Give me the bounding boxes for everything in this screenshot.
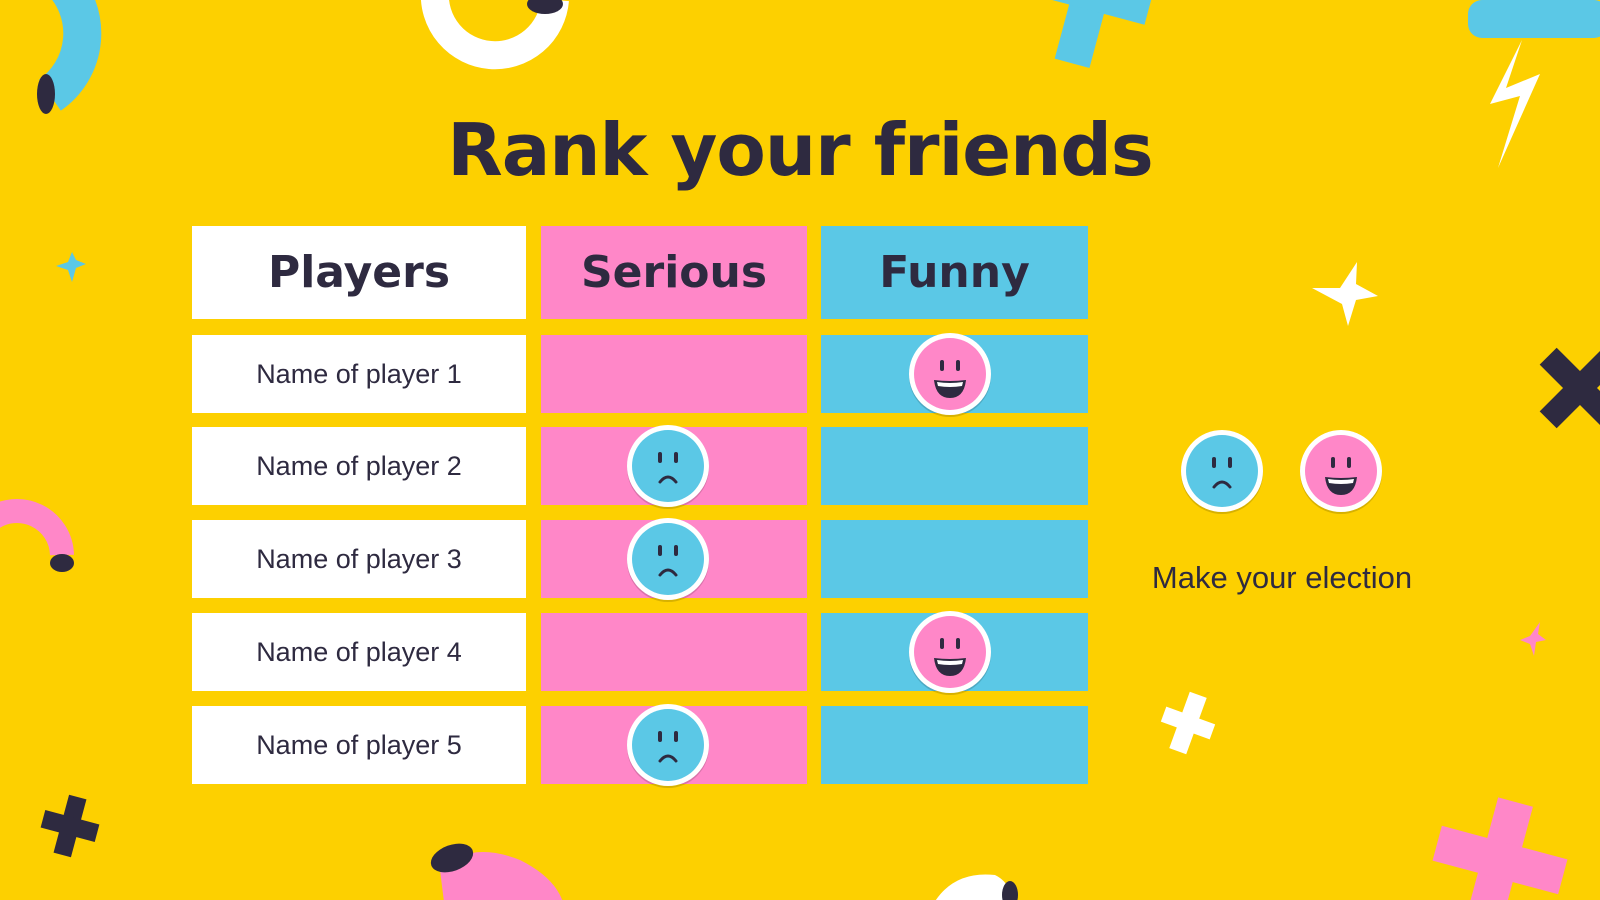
- happy-face-icon[interactable]: [906, 330, 994, 418]
- blue-star-shape: [56, 252, 86, 282]
- sad-face-icon[interactable]: [624, 515, 712, 603]
- blue-cloud-shape: [1468, 0, 1600, 38]
- serious-cell[interactable]: [541, 335, 807, 413]
- player-name: Name of player 2: [192, 427, 526, 505]
- white-star-shape: [1312, 262, 1378, 326]
- sad-face-icon[interactable]: [624, 701, 712, 789]
- player-name: Name of player 5: [192, 706, 526, 784]
- sad-face-icon[interactable]: [624, 422, 712, 510]
- dark-x-shape: [1539, 347, 1600, 429]
- blue-arc-shape: [38, 0, 102, 111]
- white-ring-shape: [421, 0, 569, 70]
- header-funny: Funny: [821, 226, 1088, 319]
- player-name: Name of player 3: [192, 520, 526, 598]
- white-blob-shape: [936, 874, 1011, 900]
- header-players: Players: [192, 226, 526, 319]
- pink-plus-shape: [1432, 797, 1568, 900]
- white-x-shape: [1160, 691, 1216, 755]
- serious-cell[interactable]: [541, 613, 807, 691]
- pink-star-shape: [1520, 622, 1546, 656]
- legend-happy-face-icon[interactable]: [1297, 427, 1385, 515]
- funny-cell[interactable]: [821, 427, 1088, 505]
- blue-plus-shape: [1018, 0, 1154, 68]
- legend-sad-face-icon[interactable]: [1178, 427, 1266, 515]
- pink-blob-shape: [440, 852, 563, 900]
- happy-face-icon[interactable]: [906, 608, 994, 696]
- funny-cell[interactable]: [821, 520, 1088, 598]
- player-name: Name of player 1: [192, 335, 526, 413]
- dark-plus-shape: [40, 794, 100, 858]
- player-name: Name of player 4: [192, 613, 526, 691]
- page-title: Rank your friends: [447, 108, 1153, 192]
- legend-text: Make your election: [1151, 560, 1413, 595]
- funny-cell[interactable]: [821, 706, 1088, 784]
- header-serious: Serious: [541, 226, 807, 319]
- pink-arc-shape: [0, 499, 74, 556]
- dark-end-shape: [37, 74, 55, 114]
